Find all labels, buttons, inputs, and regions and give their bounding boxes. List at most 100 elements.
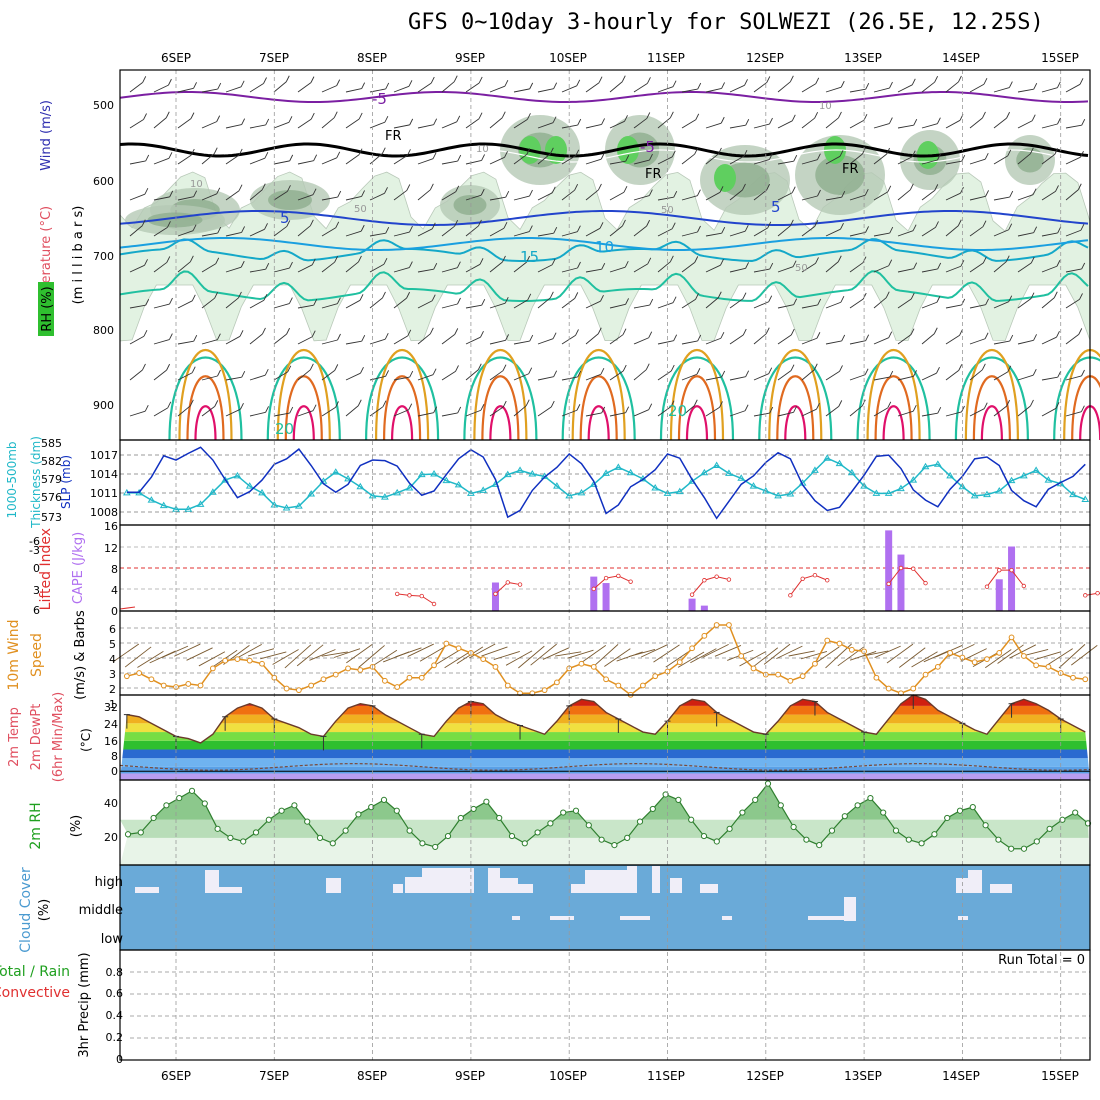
rh2m-marker [598, 836, 605, 843]
upper-wind-barb [441, 225, 455, 237]
upper-wind-barb [273, 190, 288, 201]
upper-wind-barb [1041, 336, 1057, 345]
upper-wind-barb [369, 297, 383, 309]
upper-wind-barb [993, 340, 1010, 345]
upper-wind-barb [537, 153, 551, 165]
wind10m-marker [640, 682, 646, 689]
wind-barb [641, 644, 668, 658]
wind10m-marker [222, 657, 229, 664]
upper-wind-barb-feather [529, 82, 534, 90]
upper-wind-barb-feather [745, 262, 749, 269]
cape-bar [885, 530, 893, 611]
upper-wind-barb-feather [600, 152, 605, 160]
rh2m-marker [304, 818, 311, 825]
upper-wind-barb [777, 120, 793, 129]
thickness-marker [147, 496, 156, 503]
upper-wind-barb [465, 304, 482, 309]
upper-wind-barb-feather [913, 262, 918, 269]
upper-wind-barb [225, 154, 240, 165]
upper-wind-barb-feather [431, 222, 436, 229]
wind10m-marker [148, 676, 155, 683]
upper-wind-barb [849, 88, 866, 93]
upper-wind-barb-feather [649, 298, 654, 306]
upper-wind-barb [465, 336, 481, 345]
upper-wind-barb [153, 262, 168, 273]
upper-ylabel-wind: Wind (m/s) [39, 100, 54, 171]
upper-wind-barb-feather [1053, 291, 1058, 298]
upper-wind-barb [729, 189, 743, 201]
upper-wind-barb-feather [430, 76, 435, 84]
cloud-high-gap [670, 878, 682, 893]
thickness-marker [983, 490, 991, 498]
upper-wind-barb [1065, 83, 1081, 93]
upper-wind-barb-feather [913, 119, 918, 126]
wind-barb [1058, 644, 1086, 669]
upper-wind-barb [1041, 407, 1057, 417]
upper-wind-barb-feather [384, 115, 389, 123]
upper-wind-barb [825, 228, 841, 237]
upper-wind-barb [513, 261, 527, 273]
upper-wind-barb-feather [576, 225, 581, 232]
temp-fill-group [120, 695, 1090, 780]
upper-wind-barb [297, 264, 313, 273]
upper-wind-barb-feather [960, 260, 965, 267]
upper-wind-barb [633, 337, 649, 345]
wind-barb [898, 647, 926, 668]
thickness-marker [331, 468, 340, 475]
upper-wind-barb [417, 333, 431, 345]
upper-wind-barb-feather [865, 226, 869, 233]
isotherm-diurnal-loop [954, 356, 1029, 441]
wind-barb [911, 651, 938, 668]
upper-wind-barb [777, 411, 794, 417]
upper-wind-barb-feather [840, 296, 845, 303]
wind-barb [395, 647, 422, 658]
upper-wind-barb-feather [574, 292, 579, 299]
upper-wind-barb [753, 412, 770, 417]
wind10m-marker [504, 682, 511, 689]
rh-legend-swatch [38, 282, 54, 336]
upper-wind-barb [225, 231, 242, 237]
wind-barb [653, 644, 680, 663]
thickness-marker [835, 459, 844, 467]
upper-wind-barb-feather [478, 76, 483, 84]
lifted-index-marker [431, 601, 437, 607]
isotherm-diurnal-loop [874, 375, 913, 441]
upper-ylabel-rh: RH (%) [40, 286, 55, 331]
upper-wind-barb [561, 124, 578, 129]
upper-wind-barb [273, 267, 290, 273]
upper-wind-barb-feather [429, 327, 434, 335]
wind-tick-1: 1 [109, 698, 116, 711]
wind-ylabel-3: (m/s) & Barbs [73, 610, 88, 700]
upper-wind-barb-feather [334, 255, 339, 263]
wind10m-marker [381, 677, 388, 684]
wind10m-marker [726, 622, 732, 628]
rh2m-marker [918, 840, 925, 847]
thickness-marker [823, 454, 832, 461]
rh2m-marker [777, 802, 784, 809]
upper-wind-barb-feather [286, 220, 291, 227]
isotherm-diurnal-loop [685, 405, 709, 441]
cloud-mid-gap [808, 916, 846, 920]
upper-wind-barb-feather [1029, 147, 1034, 155]
temp-color-band [120, 758, 1090, 767]
upper-wind-barb-feather [480, 404, 485, 411]
thickness-marker [294, 502, 303, 509]
wind-barb [567, 649, 594, 659]
isotherm-10 [119, 237, 1089, 251]
upper-wind-barb [537, 88, 554, 93]
upper-wind-barb-feather [1078, 328, 1083, 335]
upper-wind-barb [345, 372, 361, 381]
isotherm-diurnal-loop [168, 356, 243, 441]
upper-wind-barb [297, 225, 311, 237]
li-tick-m3: -3 [29, 544, 40, 557]
upper-wind-barb [1065, 299, 1080, 309]
upper-wind-barb [513, 88, 530, 93]
cape-tick-16: 16 [104, 520, 118, 533]
upper-wind-barb [777, 370, 792, 381]
upper-wind-barb [1065, 229, 1082, 237]
isotherm-diurnal-loop [882, 405, 905, 441]
wind10m-marker [922, 671, 929, 678]
upper-wind-barb-feather [769, 262, 774, 270]
rh2m-marker [867, 794, 874, 802]
upper-wind-barb [585, 373, 602, 381]
